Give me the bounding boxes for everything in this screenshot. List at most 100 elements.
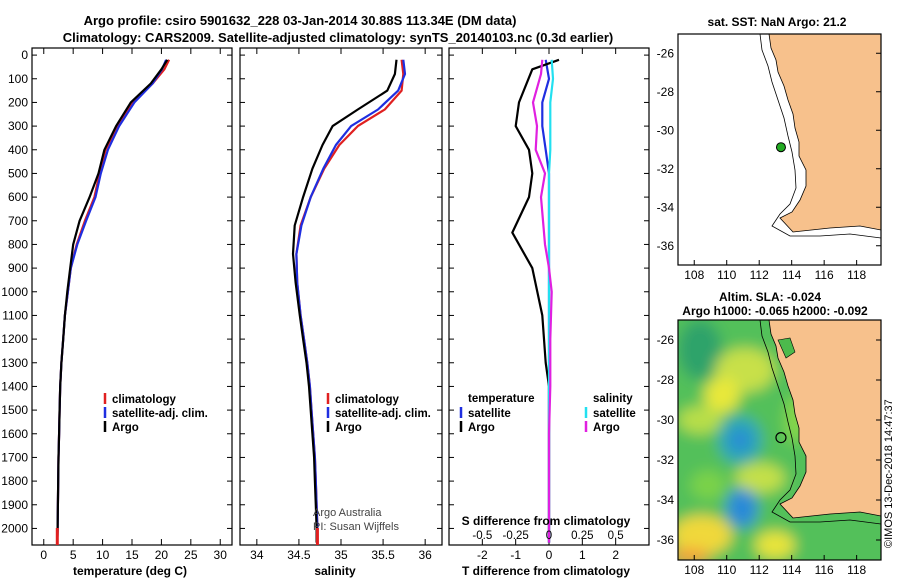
depth-tick-label: 2000 [1,521,28,535]
depth-tick-label: 1500 [1,403,28,417]
map-y-tick-label: -30 [657,413,675,427]
sla-map-land [768,320,881,519]
figure-title-line2: Climatology: CARS2009. Satellite-adjuste… [63,30,614,45]
x-tick-label: 15 [125,548,139,562]
temperature-series [55,59,171,545]
map-x-tick-label: 110 [717,268,736,282]
s-difference-tick-label: -0.25 [503,530,529,542]
depth-tick-label: 700 [8,214,28,228]
x-tick-label: 35 [334,548,348,562]
x-tick-label: 0 [546,548,553,562]
depth-tick-label: 1400 [1,379,28,393]
map-y-tick-label: -34 [657,493,675,507]
sla-coastal-patch [777,337,796,359]
salinity-axes-frame [239,47,443,546]
s-difference-tick-label: 0.5 [608,530,624,542]
institution-credit: Argo Australia [313,507,382,519]
map-y-tick-label: -36 [657,533,675,547]
series-line-satellite-adj-clim- [56,59,168,543]
sst-map-frame [677,33,882,266]
map-y-tick-label: -26 [657,46,675,60]
series-line-argo [56,59,169,543]
legend-salinity-title: salinity [593,393,633,405]
legend-s-argo-label: Argo [593,422,620,434]
depth-tick-label: 1000 [1,285,28,299]
salinity-axis-ticks: 34 34.5 35 35.5 36 [240,48,442,562]
map-x-tick-label: 118 [847,563,866,577]
s-difference-label: S difference from climatology [462,514,631,528]
salinity-panel: 34 34.5 35 35.5 36 salinity climatology sate… [239,47,443,578]
x-tick-label: 20 [155,548,169,562]
sst-map-land [768,34,881,233]
sst-map-ticks: 108 110 112 114 116 118 -26 -28 -30 -32 -34 -36 [657,46,881,282]
difference-axis-ticks: -2 -1 0 1 2 [449,48,649,562]
difference-panel: -2 -1 0 1 2 T difference from climatology S … [448,47,650,578]
map-x-tick-label: 112 [750,563,769,577]
legend-t-argo-label: Argo [468,422,495,434]
temperature-axis-ticks: 0 5 10 15 20 25 30 [32,48,232,562]
series-line-climatology [295,59,405,543]
depth-axis-labels: 0 100 200 300 400 500 600 700 800 900 1000 1100 1200… [1,48,28,535]
map-y-tick-label: -28 [657,373,675,387]
map-y-tick-label: -34 [657,200,675,214]
legend-climatology-label: climatology [112,394,177,406]
sst-map-shelf-contour [759,34,881,239]
map-x-tick-label: 118 [847,268,866,282]
legend-satellite-label: satellite-adj. clim. [335,408,431,420]
map-x-tick-label: 114 [782,563,801,577]
salinity-xlabel: salinity [314,564,356,578]
depth-tick-label: 100 [8,72,28,86]
map-y-tick-label: -28 [657,85,675,99]
map-y-tick-label: -36 [657,239,675,253]
map-x-tick-label: 116 [815,268,834,282]
map-y-tick-label: -26 [657,333,675,347]
salinity-legend: climatology satellite-adj. clim. Argo [326,393,431,434]
depth-tick-label: 1100 [2,308,28,322]
map-y-tick-label: -30 [657,123,675,137]
sla-map: Altim. SLA: -0.024 Argo h1000: -0.065 h2… [657,290,882,577]
map-x-tick-label: 112 [750,268,769,282]
x-tick-label: 0 [40,548,47,562]
sst-map-title: sat. SST: NaN Argo: 21.2 [708,15,847,29]
sla-map-shelf-contour [759,320,881,525]
pi-credit: PI: Susan Wijffels [313,521,399,533]
s-difference-tick-labels: -0.5 -0.25 0 0.25 0.5 [472,530,623,542]
legend-temperature-title: temperature [468,393,534,405]
map-y-tick-label: -32 [657,453,675,467]
sla-map-ticks: 108 110 112 114 116 118 -26 -28 -30 -32 -34 -36 [657,333,881,577]
legend-s-satellite-label: satellite [593,408,636,420]
map-x-tick-label: 108 [684,563,704,577]
x-tick-label: 34.5 [287,548,311,562]
depth-tick-label: 1300 [1,356,28,370]
depth-tick-label: 500 [8,166,28,180]
sla-map-title-line2: Argo h1000: -0.065 h2000: -0.092 [682,304,868,318]
figure-title-line1: Argo profile: csiro 5901632_228 03-Jan-2… [84,13,517,28]
map-x-tick-label: 114 [782,268,801,282]
legend-satellite-label: satellite-adj. clim. [112,408,208,420]
temperature-axes-frame [31,47,233,546]
depth-tick-label: 600 [8,190,28,204]
argo-position-marker [775,142,786,153]
map-y-tick-label: -32 [657,162,675,176]
temperature-panel: 0 5 10 15 20 25 30 0 100 200 300 400 500 600 700 800 90… [1,47,233,578]
depth-tick-label: 1800 [1,474,28,488]
depth-tick-label: 400 [8,143,28,157]
depth-tick-label: 1600 [1,427,28,441]
sla-map-title-line1: Altim. SLA: -0.024 [719,290,821,304]
argo-position-ring [775,432,787,444]
legend-t-satellite-label: satellite [468,408,511,420]
legend-argo-label: Argo [335,422,362,434]
t-difference-xlabel: T difference from climatology [462,564,630,578]
x-tick-label: 36 [418,548,432,562]
difference-legend: temperature satellite Argo salinity sate… [459,393,636,434]
depth-tick-label: 200 [8,95,28,109]
map-x-tick-label: 110 [717,563,736,577]
depth-tick-label: 1900 [1,498,28,512]
depth-tick-label: 1700 [1,450,28,464]
x-tick-label: 2 [612,548,619,562]
x-tick-label: 35.5 [371,548,395,562]
x-tick-label: 5 [70,548,77,562]
copyright-credit: ©IMOS 13-Dec-2018 14:47:37 [883,399,895,548]
legend-argo-label: Argo [112,422,139,434]
x-tick-label: 10 [96,548,110,562]
